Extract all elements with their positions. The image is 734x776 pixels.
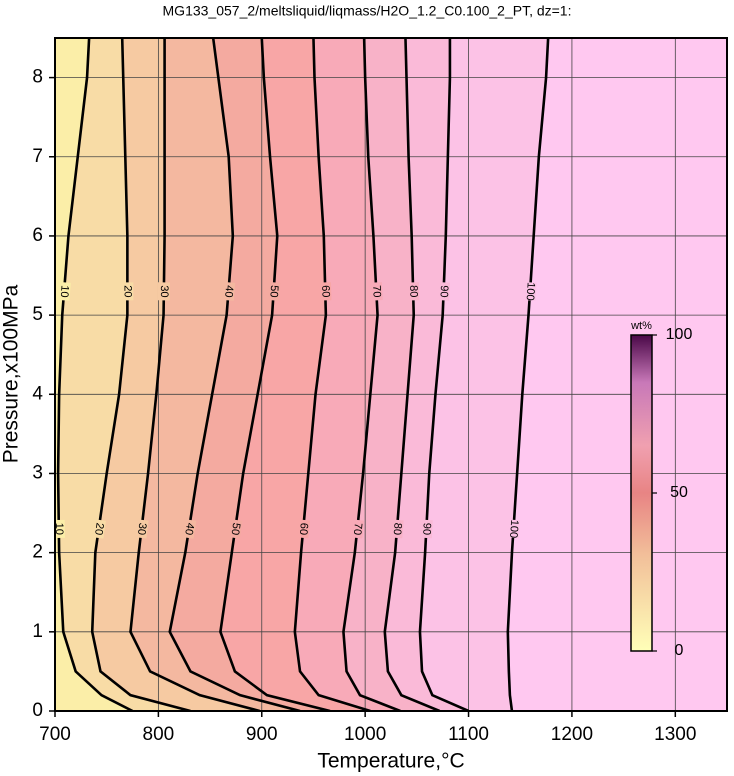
- contour-label: 80: [407, 285, 419, 298]
- contour-label: 80: [391, 522, 404, 535]
- contour-label-bg: [57, 281, 71, 301]
- contour-label-bg: [319, 282, 332, 301]
- colorbar-label: wt%: [630, 320, 652, 332]
- contour-label-bg: [91, 519, 106, 539]
- contours: 10 10 20 20 30 30 40 40 50 50 60 60 70 70 80 80 90 90 100 1…: [53, 38, 550, 711]
- x-axis-label: Temperature,°C: [317, 750, 464, 773]
- contour-line: [129, 38, 261, 711]
- colorbar-scale: [630, 334, 653, 652]
- y-tick-label: 2: [32, 542, 43, 563]
- chart-title: MG133_057_2/meltsliquid/liqmass/H2O_1.2_…: [163, 3, 572, 19]
- colorbar: 0 50 100 wt%: [630, 320, 692, 659]
- plot-frame: [54, 37, 728, 712]
- contour-line: [383, 38, 441, 711]
- contour-line: [56, 38, 134, 711]
- fill-bands: [55, 38, 727, 711]
- x-tick-label: 900: [246, 724, 278, 745]
- y-tick-label: 0: [32, 700, 43, 721]
- y-tick-label: 3: [32, 462, 43, 483]
- contour-label: 100: [507, 519, 520, 538]
- contour-label-bg: [134, 519, 149, 539]
- y-tick-label: 8: [32, 67, 43, 88]
- contour-label: 10: [53, 523, 65, 535]
- x-tick-label: 1000: [344, 724, 386, 745]
- contour-label-bg: [419, 519, 433, 539]
- contour-label: 20: [121, 285, 133, 297]
- y-tick-label: 1: [32, 621, 43, 642]
- contour-label: 10: [58, 285, 71, 298]
- contour-label-bg: [221, 281, 236, 301]
- contour-label: 70: [370, 285, 383, 298]
- x-tick-label: 1200: [551, 724, 593, 745]
- y-tick-label: 5: [32, 304, 43, 325]
- contour-label-bg: [121, 282, 134, 301]
- contour-label: 30: [158, 285, 170, 297]
- x-tick-label: 700: [39, 724, 71, 745]
- contour-label: 30: [135, 522, 148, 536]
- contour-line: [219, 38, 331, 711]
- x-tick-label: 1300: [654, 724, 696, 745]
- contour-label-bg: [227, 519, 243, 539]
- contour-label-bg: [267, 281, 281, 301]
- x-tick-label: 800: [143, 724, 175, 745]
- contour-label: 60: [319, 285, 331, 298]
- contour-label-bg: [523, 281, 537, 301]
- contour-line: [90, 38, 191, 711]
- contour-label: 70: [351, 522, 364, 535]
- contour-label: 40: [222, 285, 235, 298]
- contour-line: [418, 38, 470, 711]
- contour-label-bg: [181, 519, 197, 539]
- contour-label: 60: [297, 522, 310, 535]
- y-axis-label: Pressure,x100MPa: [0, 284, 23, 463]
- contour-label: 50: [228, 522, 242, 536]
- contour-label-bg: [350, 519, 365, 539]
- y-tick-label: 4: [32, 383, 43, 404]
- y-tick-label: 6: [32, 225, 43, 246]
- contour-label: 20: [92, 522, 106, 536]
- contour-label: 50: [267, 285, 280, 298]
- contour-label-bg: [369, 282, 383, 301]
- colorbar-tick-label: 50: [670, 484, 688, 501]
- contour-line: [293, 38, 371, 711]
- contour-label-bg: [506, 519, 521, 539]
- contour-label-bg: [390, 519, 404, 539]
- y-tick-label: 7: [32, 146, 43, 167]
- contour-label-bg: [437, 282, 450, 301]
- contour-line: [506, 38, 550, 711]
- contour-label: 100: [524, 282, 537, 301]
- contour-line: [168, 38, 301, 711]
- contour-line: [342, 38, 401, 711]
- x-tick-label: 1100: [448, 724, 489, 745]
- colorbar-tick-label: 0: [675, 642, 684, 659]
- contour-label-bg: [406, 282, 420, 301]
- contour-label: 90: [420, 522, 433, 535]
- contour-label-bg: [157, 282, 170, 301]
- contour-label: 90: [437, 285, 449, 298]
- contour-label: 40: [182, 522, 196, 536]
- contour-label-bg: [296, 519, 311, 539]
- colorbar-tick-label: 100: [666, 326, 693, 343]
